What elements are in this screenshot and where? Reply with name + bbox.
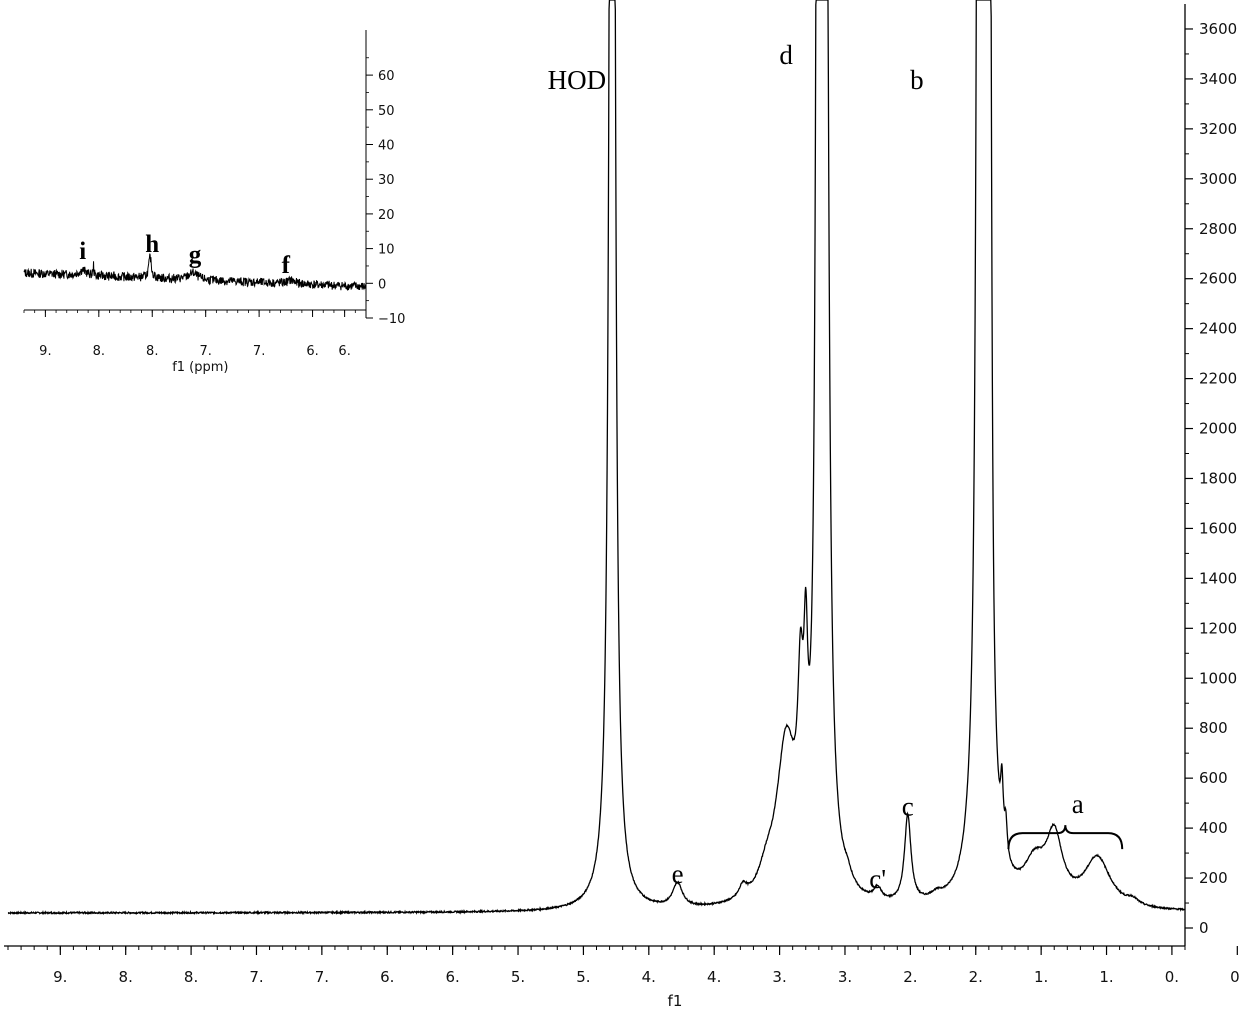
inset-peak-labels: ihgf [79,231,290,279]
peak-label-b: b [910,65,924,95]
main-x-axis-label: f1 [668,992,683,1010]
inset-x-tick-label: 8. [146,344,158,359]
main-y-tick-label: 600 [1199,769,1228,787]
main-y-tick-label: 2800 [1199,220,1237,238]
peak-a-bracket [1008,825,1122,849]
inset-x-tick-label: 8. [93,344,105,359]
inset-peak-label-f: f [282,252,291,279]
main-y-tick-label: 2000 [1199,420,1237,438]
inset-y-tick-label: 10 [378,243,395,258]
inset-chart: 9. 8. 8. 7. 7. 6. 6. −10 0 10 20 30 40 50 60 f1 (ppm)… [24,30,405,375]
inset-x-tick-label: 6. [306,344,318,359]
peak-label-d: d [779,40,793,70]
inset-y-tick-label: 40 [378,139,395,154]
main-x-tick-label: 1. [1099,968,1113,986]
main-y-tick-label: 800 [1199,719,1228,737]
main-y-tick-label: 0 [1199,919,1209,937]
main-x-tick-label: 9. [53,968,67,986]
inset-y-tick-label: 0 [378,277,386,292]
main-x-tick-label: 1. [1034,968,1048,986]
main-x-tick-label: 4. [642,968,656,986]
main-y-tick-label: 2400 [1199,320,1237,338]
main-x-tick-label: 5. [576,968,590,986]
peak-label-a: a [1072,789,1084,819]
main-chart: 9. 8. 8. 7. 7. 6. 6. 5. 5. 4. 4. 3. 3. 2. 2. 1. 1. 0. 0. 0… [4,0,1240,1010]
main-y-tick-label: 1000 [1199,669,1237,687]
main-y-tick-label: 3000 [1199,170,1237,188]
inset-x-tick-label: 6. [338,344,350,359]
main-x-tick-label: 0. [1230,968,1240,986]
inset-y-tick-label: 50 [378,104,395,119]
main-x-tick-label: 5. [511,968,525,986]
main-y-tick-label: 2200 [1199,370,1237,388]
main-y-tick-label: 3400 [1199,70,1237,88]
inset-y-tick-label: 20 [378,208,395,223]
inset-y-tick-label: −10 [378,312,405,327]
inset-peak-label-h: h [145,231,159,258]
main-x-tick-label: 3. [838,968,852,986]
inset-peak-label-i: i [79,238,86,265]
inset-x-tick-label: 7. [253,344,265,359]
peak-label-e: e [672,859,684,889]
main-y-tick-label: 1800 [1199,469,1237,487]
main-x-tick-label: 4. [707,968,721,986]
main-y-tick-label: 3600 [1199,20,1237,38]
main-x-tick-label: 8. [184,968,198,986]
main-spectrum-line [8,0,1185,914]
inset-y-ticks: −10 0 10 20 30 40 50 60 [366,58,405,327]
main-y-tick-label: 2600 [1199,270,1237,288]
main-x-tick-label: 8. [119,968,133,986]
main-x-tick-label: 6. [380,968,394,986]
main-y-tick-label: 3200 [1199,120,1237,138]
inset-y-tick-label: 60 [378,69,395,84]
inset-x-tick-label: 9. [39,344,51,359]
main-y-tick-label: 1400 [1199,569,1237,587]
main-x-ticks: 9. 8. 8. 7. 7. 6. 6. 5. 5. 4. 4. 3. 3. 2. 2. 1. 1. 0. 0. [8,946,1240,986]
main-y-tick-label: 200 [1199,869,1228,887]
main-x-tick-label: 7. [315,968,329,986]
peak-label-c: c [902,792,914,822]
main-x-tick-label: 2. [903,968,917,986]
main-x-tick-label: 7. [249,968,263,986]
main-y-tick-label: 400 [1199,819,1228,837]
main-x-tick-label: 3. [772,968,786,986]
main-x-tick-label: 0. [1165,968,1179,986]
main-y-ticks: 0 200 400 600 800 1000 1200 1400 1600 1800 2000 220… [1185,20,1237,937]
inset-peak-label-g: g [189,241,202,268]
main-y-tick-label: 1200 [1199,619,1237,637]
main-y-tick-label: 1600 [1199,519,1237,537]
peak-label-cprime: c' [869,864,886,894]
main-x-tick-label: 6. [445,968,459,986]
main-x-tick-label: 2. [969,968,983,986]
inset-x-tick-label: 7. [199,344,211,359]
inset-x-axis-label: f1 (ppm) [172,360,228,375]
inset-y-tick-label: 30 [378,173,395,188]
inset-x-ticks: 9. 8. 8. 7. 7. 6. 6. [24,310,366,359]
peak-label-HOD: HOD [548,65,607,95]
